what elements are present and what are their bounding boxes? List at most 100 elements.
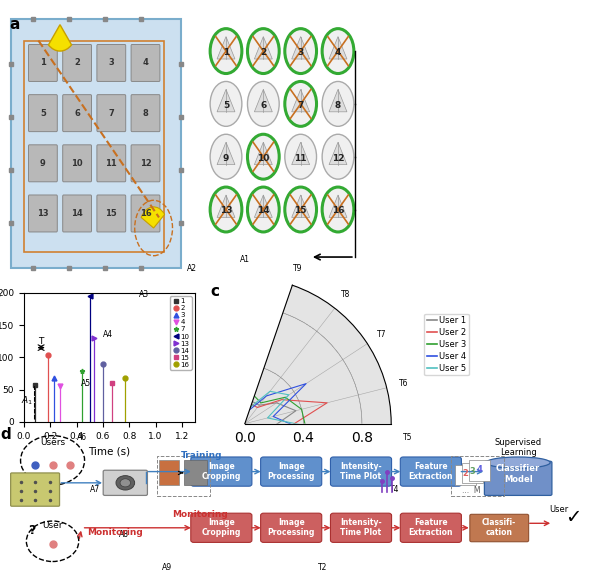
Text: Training: Training (181, 451, 222, 460)
FancyBboxPatch shape (103, 470, 148, 495)
FancyBboxPatch shape (29, 145, 58, 182)
FancyBboxPatch shape (260, 513, 322, 542)
FancyBboxPatch shape (11, 20, 181, 267)
Text: 12: 12 (332, 153, 344, 162)
Circle shape (247, 134, 279, 179)
Circle shape (247, 82, 279, 126)
Text: 11: 11 (106, 159, 117, 168)
FancyBboxPatch shape (470, 514, 529, 542)
FancyBboxPatch shape (63, 45, 91, 82)
FancyBboxPatch shape (191, 457, 252, 486)
Text: 11: 11 (295, 153, 307, 162)
FancyBboxPatch shape (131, 195, 160, 232)
Text: Intensity-
Time Plot: Intensity- Time Plot (340, 518, 382, 537)
X-axis label: Time (s): Time (s) (88, 446, 131, 456)
Circle shape (210, 187, 242, 232)
FancyBboxPatch shape (469, 460, 490, 480)
Text: User: User (549, 505, 569, 514)
Polygon shape (292, 142, 310, 165)
Circle shape (120, 479, 131, 487)
FancyBboxPatch shape (63, 145, 91, 182)
Text: Monitoring: Monitoring (88, 528, 143, 537)
FancyBboxPatch shape (29, 45, 58, 82)
FancyBboxPatch shape (455, 465, 476, 485)
Legend: 1, 2, 3, 4, 7, 10, 13, 14, 15, 16: 1, 2, 3, 4, 7, 10, 13, 14, 15, 16 (170, 296, 191, 370)
FancyBboxPatch shape (400, 457, 461, 486)
Text: User: User (43, 521, 63, 530)
Text: 8: 8 (143, 108, 148, 118)
Text: 4: 4 (477, 465, 482, 474)
Polygon shape (217, 142, 235, 165)
Text: Classifier
Model: Classifier Model (496, 464, 540, 483)
Text: Feature
Extraction: Feature Extraction (409, 462, 453, 481)
Text: Classifi-
cation: Classifi- cation (482, 518, 517, 537)
Text: 14: 14 (257, 206, 269, 215)
FancyBboxPatch shape (63, 95, 91, 131)
Text: 10: 10 (71, 159, 83, 168)
Circle shape (116, 476, 134, 490)
Text: 2: 2 (463, 470, 469, 478)
Text: 3: 3 (470, 467, 476, 476)
Polygon shape (329, 142, 347, 165)
Text: ?: ? (29, 523, 36, 537)
Circle shape (247, 187, 279, 232)
Polygon shape (254, 195, 272, 218)
FancyBboxPatch shape (29, 95, 58, 131)
Text: 1: 1 (223, 48, 229, 57)
Circle shape (322, 29, 354, 73)
FancyBboxPatch shape (63, 195, 91, 232)
Text: 6: 6 (74, 108, 80, 118)
FancyBboxPatch shape (260, 457, 322, 486)
Circle shape (285, 82, 317, 126)
Circle shape (247, 29, 279, 73)
FancyBboxPatch shape (29, 195, 58, 232)
FancyBboxPatch shape (191, 513, 252, 542)
Circle shape (285, 134, 317, 179)
Circle shape (322, 82, 354, 126)
Polygon shape (254, 37, 272, 59)
Text: ...  M: ... M (463, 486, 481, 495)
Text: ✓: ✓ (565, 509, 581, 528)
Text: 15: 15 (295, 206, 307, 215)
FancyBboxPatch shape (131, 145, 160, 182)
Text: 1: 1 (40, 59, 46, 68)
Circle shape (322, 134, 354, 179)
Polygon shape (254, 90, 272, 112)
Text: 2: 2 (74, 59, 80, 68)
Wedge shape (141, 207, 164, 228)
Text: Image
Processing: Image Processing (268, 462, 315, 481)
Text: 8: 8 (335, 100, 341, 110)
Text: 16: 16 (140, 209, 151, 218)
Text: 3: 3 (109, 59, 114, 68)
Wedge shape (49, 25, 71, 51)
Text: Image
Cropping: Image Cropping (202, 462, 241, 481)
Text: 13: 13 (37, 209, 49, 218)
Text: Image
Cropping: Image Cropping (202, 518, 241, 537)
Ellipse shape (486, 457, 550, 468)
Text: 3: 3 (298, 48, 304, 57)
Polygon shape (292, 195, 310, 218)
FancyBboxPatch shape (462, 463, 482, 483)
Text: 14: 14 (71, 209, 83, 218)
Text: 2: 2 (260, 48, 266, 57)
Text: d: d (0, 426, 11, 441)
Text: 4: 4 (335, 48, 341, 57)
Circle shape (285, 187, 317, 232)
Polygon shape (217, 195, 235, 218)
Text: 15: 15 (106, 209, 117, 218)
FancyBboxPatch shape (97, 95, 126, 131)
Polygon shape (217, 37, 235, 59)
Polygon shape (254, 142, 272, 165)
FancyBboxPatch shape (97, 45, 126, 82)
Polygon shape (292, 90, 310, 112)
Text: Feature
Extraction: Feature Extraction (409, 518, 453, 537)
Text: $A_1$: $A_1$ (21, 394, 33, 406)
Text: Image
Processing: Image Processing (268, 518, 315, 537)
FancyBboxPatch shape (11, 473, 59, 506)
Circle shape (210, 29, 242, 73)
Legend: User 1, User 2, User 3, User 4, User 5: User 1, User 2, User 3, User 4, User 5 (424, 313, 469, 375)
Text: 5: 5 (223, 100, 229, 110)
FancyBboxPatch shape (331, 457, 392, 486)
Text: b: b (0, 288, 1, 302)
Text: Users: Users (40, 438, 65, 447)
